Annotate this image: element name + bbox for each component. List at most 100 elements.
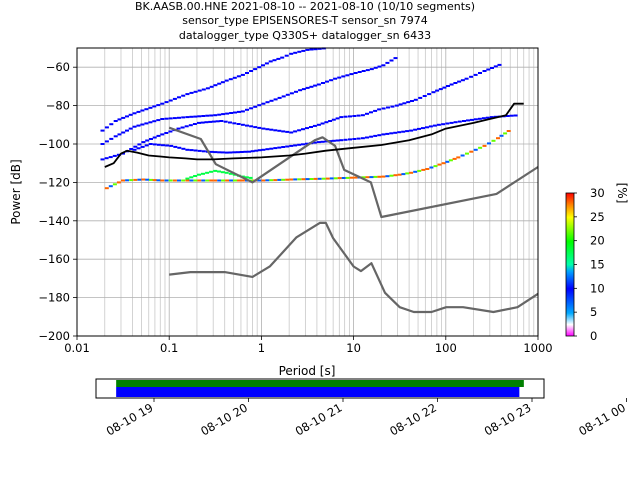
density-cell	[497, 63, 502, 66]
density-cell	[477, 117, 482, 120]
density-cell	[448, 159, 453, 162]
density-cell	[112, 183, 117, 186]
density-cell	[422, 95, 427, 97]
colorbar: 0 5 10 15 20 25 30 [%]	[565, 183, 629, 343]
density-cell	[446, 85, 450, 87]
density-cell	[104, 140, 109, 143]
density-cell	[152, 179, 157, 182]
density-cell	[457, 120, 462, 123]
density-cell	[393, 131, 398, 134]
density-cell	[261, 102, 266, 105]
density-cell	[305, 86, 310, 89]
density-cell	[117, 133, 122, 136]
density-cell	[321, 82, 325, 84]
density-cell	[316, 123, 321, 126]
density-cell	[316, 83, 321, 86]
density-cell	[181, 116, 186, 119]
density-cell	[276, 57, 281, 60]
density-cell	[473, 148, 478, 151]
density-cell	[189, 149, 194, 152]
density-cell	[240, 123, 245, 126]
density-cell	[413, 98, 418, 101]
density-cell	[243, 150, 248, 153]
density-cell	[217, 113, 222, 116]
density-cell	[365, 176, 370, 179]
density-cell	[253, 68, 258, 71]
density-cell	[261, 179, 266, 182]
density-cell	[309, 178, 314, 180]
density-cell	[398, 103, 403, 106]
density-cell	[316, 141, 321, 144]
density-cell	[160, 179, 165, 182]
x-axis-ticks: 0.01 0.1 1 10 100 1000	[64, 336, 553, 355]
density-cell	[445, 160, 450, 163]
density-cell	[109, 137, 114, 140]
density-cell	[277, 178, 282, 181]
density-cell	[337, 76, 342, 79]
density-cell	[185, 177, 190, 180]
density-cell	[145, 139, 150, 142]
density-cell	[491, 139, 496, 142]
density-cell	[339, 139, 344, 142]
data-availability-bar	[116, 380, 524, 387]
density-cell	[193, 149, 198, 152]
density-cell	[204, 121, 209, 124]
density-cell	[113, 120, 118, 122]
density-cell	[201, 115, 206, 117]
density-cell	[233, 111, 237, 114]
density-cell	[365, 112, 369, 115]
density-cell	[333, 77, 338, 80]
y-tick-label: −180	[38, 291, 70, 305]
y-tick-label: −60	[46, 60, 70, 74]
density-cell	[473, 73, 478, 76]
density-cell	[144, 122, 149, 125]
density-cell	[265, 179, 270, 182]
density-cell	[217, 179, 222, 182]
density-cell	[217, 82, 222, 85]
density-cell	[229, 179, 234, 182]
density-cell	[224, 171, 229, 174]
colorbar-tick-label: 0	[590, 329, 597, 343]
density-cell	[144, 144, 149, 147]
density-cell	[213, 114, 218, 117]
density-cell	[441, 162, 446, 165]
density-cell	[435, 89, 440, 92]
density-cell	[285, 145, 290, 148]
density-cell	[180, 126, 185, 129]
density-cell	[281, 95, 286, 98]
density-cell	[208, 120, 213, 123]
density-cell	[352, 138, 357, 140]
density-cell	[257, 126, 262, 129]
density-cell	[164, 132, 169, 134]
density-cell	[189, 179, 194, 182]
density-cell	[240, 110, 245, 113]
density-cell	[325, 80, 329, 83]
y-tick-label: −200	[38, 329, 70, 343]
density-cell	[493, 65, 498, 68]
density-cell	[205, 171, 210, 174]
density-cell	[100, 158, 105, 161]
density-cell	[297, 50, 302, 53]
density-cell	[285, 130, 290, 133]
density-cell	[462, 120, 466, 122]
density-cell	[436, 123, 441, 126]
density-cell	[389, 132, 394, 135]
density-cell	[229, 112, 234, 114]
density-cell	[277, 129, 282, 132]
density-cell	[369, 176, 374, 179]
title-line-3: datalogger_type Q330S+ datalogger_sn 643…	[179, 29, 431, 42]
density-cell	[129, 179, 134, 182]
density-cell	[116, 181, 121, 184]
density-cell	[466, 119, 470, 122]
density-cell	[113, 135, 118, 138]
density-cell	[293, 130, 298, 133]
density-cell	[329, 79, 334, 82]
density-cell	[136, 147, 141, 150]
density-cell	[254, 149, 259, 152]
density-cell	[140, 109, 145, 112]
density-cell	[265, 101, 270, 104]
density-cell	[369, 135, 374, 138]
density-cell	[193, 175, 198, 177]
density-cell	[381, 107, 386, 110]
